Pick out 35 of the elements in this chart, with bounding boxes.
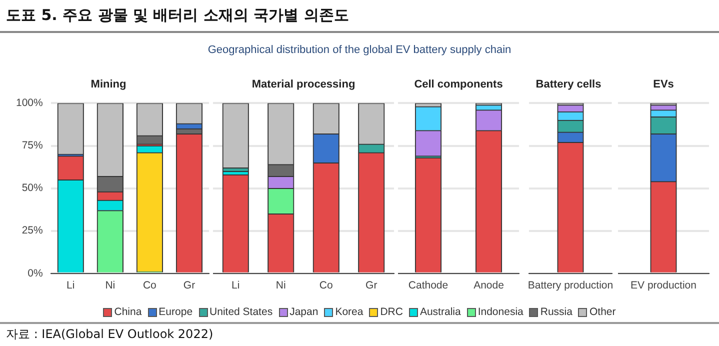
y-tick-label: 75% [22,140,43,152]
x-tick-label: Li [66,280,75,292]
legend-label: Other [588,306,616,318]
y-tick-label: 0% [28,267,43,280]
x-tick-label: Co [142,280,157,292]
chart-title: Cell components [414,78,503,91]
legend-label: Australia [418,306,461,318]
chart-title: Mining [90,78,126,91]
x-tick-label: Cathode [408,280,448,292]
legend-label: Russia [539,306,572,318]
chart-title: Material processing [252,78,356,91]
text: 도표 5. 주요 광물 및 배터리 소재의 국가별 의존도 [6,6,349,25]
x-tick-label: EV production [630,280,697,292]
legend-label: Japan [288,306,318,318]
x-tick-label: Gr [366,280,378,292]
chart-title: Battery cells [536,78,602,91]
x-tick-label: Li [232,280,240,292]
x-tick-label: Battery production [528,280,614,292]
y-tick-label: 25% [22,224,43,237]
chart-title: EVs [653,78,674,91]
x-tick-label: Ni [276,280,286,292]
legend-label: China [113,306,142,318]
x-tick-label: Co [319,280,333,292]
y-tick-label: 100% [16,97,43,110]
y-tick-label: 50% [22,182,43,194]
legend-label: United States [208,306,273,318]
legend-label: Europe [158,306,193,318]
text: Geographical distribution of the global EV battery supply chain [206,44,512,56]
legend-label: Indonesia [476,306,524,318]
x-tick-label: Gr [183,280,196,292]
x-tick-label: Ni [105,280,116,292]
x-tick-label: Anode [474,280,504,292]
legend-label: DRC [379,306,403,318]
legend-label: Korea [334,306,364,318]
text: 자료 : IEA(Global EV Outlook 2022) [6,326,214,343]
